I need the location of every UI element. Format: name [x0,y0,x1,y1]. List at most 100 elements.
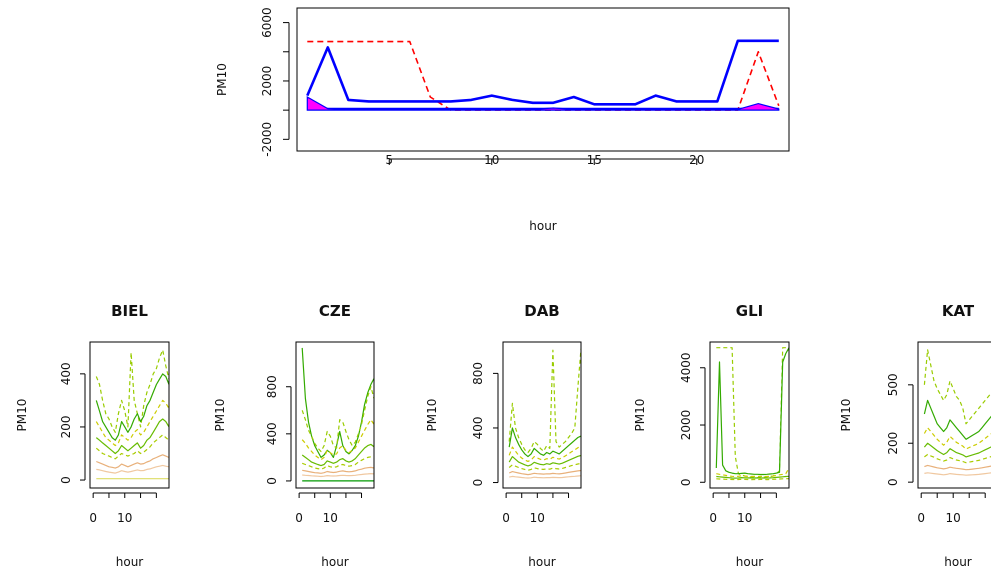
y-tick-label: 6000 [260,7,274,38]
series-line-5 [96,454,169,469]
series-line-3 [508,454,581,467]
series-group [715,347,789,481]
series-line-0 [508,348,581,454]
series-line-2 [923,427,991,450]
x-tick-label: 0 [89,511,97,525]
series-line-3 [95,418,169,455]
panel-dab: 0 10 0 400 800 hour PM10 DAB [425,302,582,569]
plot-frame [295,341,375,489]
y-tick-label: 0 [59,476,73,484]
panel-gli: 0 10 0 2000 4000 hour PM10 GLI [633,302,790,569]
series-line-1 [715,347,789,476]
y-axis-label: PM10 [425,399,439,432]
panel-summary: 5 10 15 20 -2000 2000 6000 hour PM10 [215,7,790,233]
series-line-0 [923,349,991,425]
series-line-6 [96,464,169,474]
y-tick-label: 2000 [260,66,274,97]
y-tick-label: 400 [59,362,73,385]
series-line-2 [716,467,789,478]
series-line-1 [923,399,991,440]
y-tick-label: 500 [886,373,900,396]
series-line-1 [95,373,169,441]
y-tick-label: 2000 [679,410,693,441]
x-axis-label: hour [116,555,144,569]
panel-title: DAB [524,302,560,320]
plot-frame [709,341,790,489]
x-tick-label: 10 [117,511,132,525]
series-line-4 [508,462,581,471]
series-line-5 [508,469,581,476]
series-group [301,347,374,482]
series-line-6 [509,475,581,479]
series-group [923,349,991,476]
y-axis-label: PM10 [215,63,229,96]
x-tick-label: 10 [946,511,961,525]
series-line-4 [716,478,789,481]
x-axis-label: hour [321,555,349,569]
plot-frame [917,341,991,489]
series-line-1 [301,386,374,453]
y-tick-label: 400 [265,422,279,445]
y-tick-label: 4000 [679,352,693,383]
y-tick-label: 400 [471,417,485,440]
x-axis-label: hour [529,219,557,233]
panel-title: GLI [736,302,763,320]
x-axis-label: hour [528,555,556,569]
y-tick-label: 200 [886,432,900,455]
series-line-3 [923,442,991,458]
x-tick-label: 0 [502,511,510,525]
y-tick-label: 800 [471,362,485,385]
x-tick-label: 10 [484,153,499,167]
panel-cze: 0 10 0 400 800 hour PM10 CZE [213,302,375,569]
y-tick-label: 200 [59,415,73,438]
x-tick-label: 0 [917,511,925,525]
series-line-1 [306,39,779,106]
series-line-4 [95,434,169,460]
x-tick-label: 15 [587,153,602,167]
y-axis-label: PM10 [839,399,853,432]
series-line-2 [508,445,581,462]
series-group [95,349,169,480]
x-axis-label: hour [944,555,972,569]
series-line-4 [924,453,991,464]
panel-title: CZE [319,302,351,320]
x-tick-label: 10 [530,511,545,525]
y-axis-label: PM10 [213,399,227,432]
y-tick-label: 0 [679,478,693,486]
y-tick-label: 0 [886,478,900,486]
series-line-4 [301,456,374,470]
x-tick-label: 0 [295,511,303,525]
x-axis-label: hour [736,555,764,569]
panel-title: BIEL [111,302,148,320]
series-line-2 [95,399,169,447]
x-tick-label: 0 [709,511,717,525]
plot-frame [502,341,582,489]
panel-title: KAT [942,302,975,320]
series-line-6 [302,473,374,478]
series-area-3 [306,95,780,111]
plot-frame [89,341,170,489]
y-axis-label: PM10 [633,399,647,432]
series-group [306,39,780,111]
series-line-0 [301,347,374,458]
series-line-1 [508,427,581,458]
series-line-0 [307,40,780,111]
y-tick-label: 0 [471,479,485,487]
y-tick-label: 800 [265,375,279,398]
x-tick-label: 10 [323,511,338,525]
y-tick-label: -2000 [260,122,274,157]
y-tick-label: 0 [265,477,279,485]
x-tick-label: 10 [737,511,752,525]
series-line-3 [301,443,374,467]
series-line-6 [924,472,991,476]
series-line-0 [716,347,789,479]
series-line-0 [95,349,169,433]
x-tick-label: 20 [689,153,704,167]
y-axis-label: PM10 [15,399,29,432]
series-line-3 [716,475,789,479]
series-group [508,348,581,479]
series-line-5 [924,464,991,471]
